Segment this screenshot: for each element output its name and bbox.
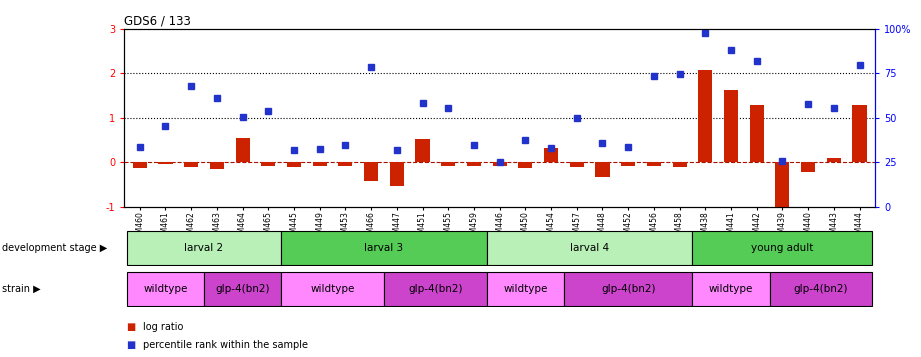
Bar (467, 162, 481, 166)
Text: percentile rank within the sample: percentile rank within the sample (143, 340, 308, 350)
Bar (364, 162, 379, 181)
Bar (133, 162, 146, 168)
Text: development stage ▶: development stage ▶ (2, 243, 107, 253)
Text: larval 4: larval 4 (570, 243, 609, 253)
Bar (647, 162, 661, 166)
Text: larval 2: larval 2 (184, 243, 224, 253)
Bar (750, 105, 764, 162)
Bar (827, 158, 841, 162)
Text: log ratio: log ratio (143, 322, 183, 332)
Bar (262, 162, 275, 166)
Bar (415, 139, 429, 162)
Bar (544, 148, 558, 162)
Bar (853, 105, 867, 162)
Bar (127, 272, 204, 306)
Text: strain ▶: strain ▶ (2, 284, 41, 294)
Text: GDS6 / 133: GDS6 / 133 (124, 14, 192, 27)
Bar (801, 162, 815, 172)
Bar (184, 162, 198, 167)
Text: wildtype: wildtype (144, 284, 188, 294)
Bar (204, 272, 281, 306)
Bar (281, 231, 487, 265)
Bar (724, 90, 738, 162)
Bar (127, 231, 281, 265)
Bar (693, 231, 872, 265)
Bar (236, 138, 250, 162)
Bar (210, 162, 224, 169)
Bar (621, 162, 635, 166)
Bar (384, 272, 487, 306)
Bar (775, 162, 789, 211)
Text: young adult: young adult (752, 243, 813, 253)
Bar (338, 162, 353, 166)
Text: glp-4(bn2): glp-4(bn2) (600, 284, 656, 294)
Text: glp-4(bn2): glp-4(bn2) (408, 284, 462, 294)
Bar (487, 231, 693, 265)
Bar (519, 162, 532, 168)
Bar (595, 162, 610, 177)
Bar (564, 272, 693, 306)
Text: ■: ■ (126, 322, 135, 332)
Bar (570, 162, 584, 167)
Bar (698, 70, 712, 162)
Bar (493, 162, 507, 166)
Text: glp-4(bn2): glp-4(bn2) (216, 284, 270, 294)
Bar (158, 162, 172, 164)
Text: wildtype: wildtype (310, 284, 355, 294)
Bar (693, 272, 770, 306)
Bar (770, 272, 872, 306)
Text: wildtype: wildtype (709, 284, 753, 294)
Bar (441, 162, 455, 166)
Bar (672, 162, 687, 167)
Text: glp-4(bn2): glp-4(bn2) (794, 284, 848, 294)
Bar (487, 272, 564, 306)
Text: larval 3: larval 3 (365, 243, 403, 253)
Text: wildtype: wildtype (503, 284, 548, 294)
Bar (281, 272, 384, 306)
Bar (312, 162, 327, 166)
Bar (390, 162, 404, 186)
Text: ■: ■ (126, 340, 135, 350)
Bar (287, 162, 301, 167)
